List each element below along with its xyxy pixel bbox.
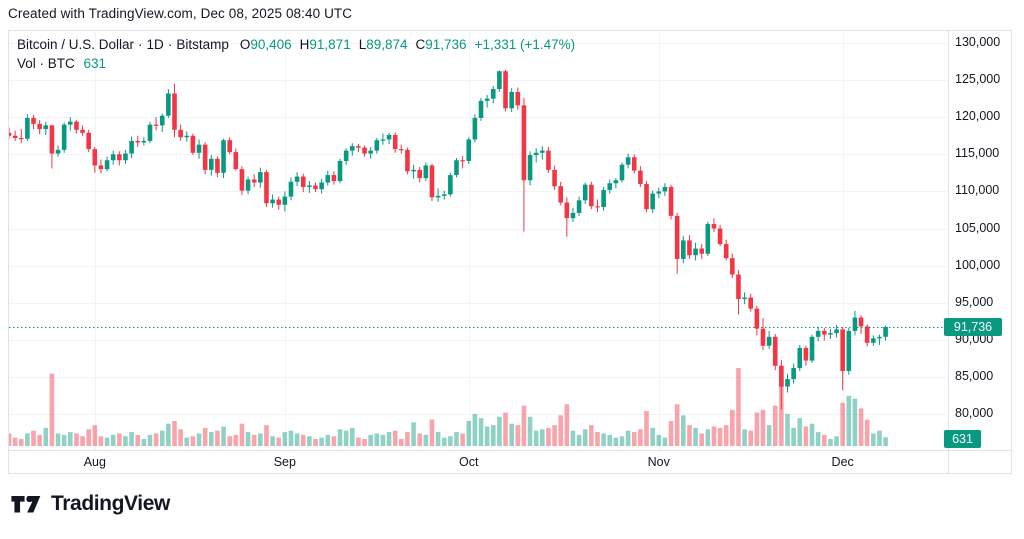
symbol-title[interactable]: Bitcoin / U.S. Dollar: [17, 37, 135, 52]
price-tick-label: 120,000: [955, 109, 1001, 124]
price-tick-label: 85,000: [955, 368, 994, 383]
time-tick-label: Dec: [831, 455, 854, 469]
tradingview-logo-icon: [11, 495, 41, 513]
price-tick-label: 130,000: [955, 35, 1001, 49]
legend-row-main: Bitcoin / U.S. Dollar · 1D · Bitstamp O90,406…: [17, 35, 575, 54]
separator-dot: ·: [138, 37, 143, 52]
ohlc-values: O90,406 H91,871 L89,874 C91,736 +1,331 (+1.4…: [240, 37, 575, 52]
current-price-badge: 91,736: [944, 318, 1002, 336]
exchange-label[interactable]: Bitstamp: [176, 37, 229, 52]
price-tick-label: 100,000: [955, 257, 1001, 272]
time-tick-label: Aug: [83, 455, 106, 469]
low-value: L89,874: [358, 37, 408, 52]
price-tick-label: 95,000: [955, 294, 994, 309]
current-volume-badge: 631: [944, 430, 981, 448]
volume-label[interactable]: Vol · BTC: [17, 56, 75, 71]
footer-brand[interactable]: TradingView: [10, 492, 170, 516]
time-tick-label: Sep: [273, 455, 296, 469]
time-tick-label: Oct: [459, 455, 479, 469]
attribution-text: Created with TradingView.com, Dec 08, 20…: [8, 6, 353, 21]
time-scale[interactable]: Aug Sep Oct Nov Dec: [8, 450, 948, 473]
price-tick-label: 125,000: [955, 72, 1001, 87]
open-value: O90,406: [239, 37, 292, 52]
legend-row-volume: Vol · BTC 631: [17, 54, 575, 73]
brand-name: TradingView: [51, 492, 170, 515]
high-value: H91,871: [299, 37, 351, 52]
time-tick-label: Nov: [647, 455, 670, 469]
volume-value: 631: [83, 56, 107, 71]
price-tick-label: 115,000: [955, 146, 1000, 161]
price-scale[interactable]: 130,000 125,000 120,000 115,000 110,000 105,0…: [949, 30, 1012, 473]
close-value: C91,736: [415, 37, 467, 52]
change-value: +1,331 (+1.47%): [474, 37, 576, 52]
price-tick-label: 110,000: [955, 183, 1000, 198]
chart-legend: Bitcoin / U.S. Dollar · 1D · Bitstamp O90,406…: [17, 35, 575, 73]
separator-dot: ·: [167, 37, 173, 52]
price-tick-label: 80,000: [955, 406, 994, 420]
interval-label[interactable]: 1D: [146, 37, 164, 52]
price-tick-label: 105,000: [955, 220, 1001, 235]
